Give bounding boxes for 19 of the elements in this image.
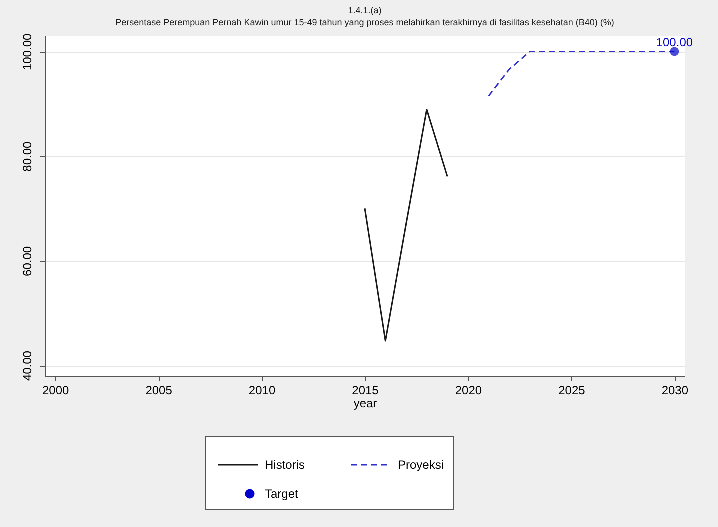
x-tick-label: 2005 (146, 384, 173, 398)
y-tick-label: 40.00 (20, 350, 34, 382)
y-tick-label: 80.00 (20, 141, 34, 172)
chart-title: 1.4.1.(a) (348, 5, 382, 16)
x-tick-label: 2015 (352, 384, 380, 398)
legend-label: Proyeksi (398, 458, 444, 472)
x-tick-label: 2025 (558, 384, 586, 398)
y-tick-label: 100.00 (20, 34, 34, 71)
y-tick-label: 60.00 (20, 246, 34, 276)
x-axis-title: year (354, 396, 378, 410)
legend-label: Historis (265, 458, 306, 472)
x-tick-label: 2010 (248, 384, 276, 398)
x-tick-label: 2020 (455, 384, 482, 398)
legend-label: Target (265, 487, 300, 501)
chart-subtitle: Persentase Perempuan Pernah Kawin umur 15-49 tahun yang proses melahirkan terakhirnya di fasilitas kesehatan (B40) (%) (116, 17, 614, 28)
data-label: 100.00 (656, 36, 694, 50)
x-tick-label: 2030 (662, 384, 689, 398)
line-series (364, 109, 448, 342)
x-tick-label: 2000 (42, 384, 70, 398)
